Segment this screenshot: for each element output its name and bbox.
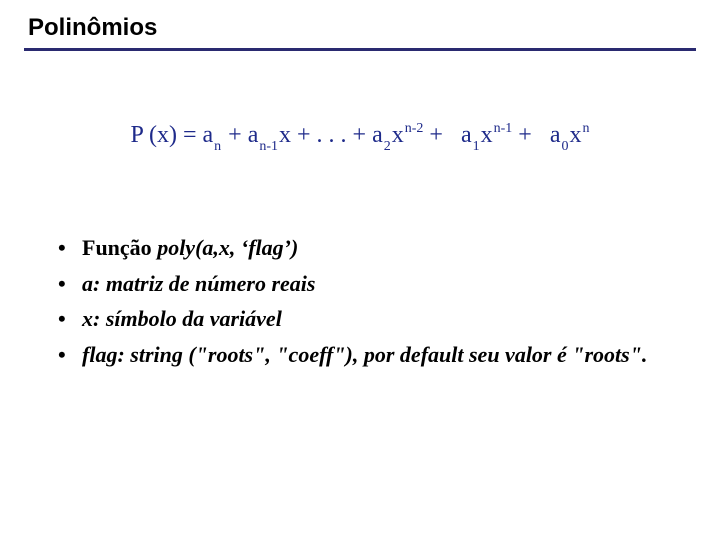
slide: Polinômios P (x) = an + an-1x + . . . + …: [0, 0, 720, 540]
bullet-1-label: Função: [82, 235, 157, 260]
list-item: a: matriz de número reais: [58, 269, 696, 299]
list-item: Função poly(a,x, ‘flag’): [58, 233, 696, 263]
term-a0: a0xn: [550, 123, 590, 147]
title-rule: [24, 48, 696, 51]
list-item: x: símbolo da variável: [58, 304, 696, 334]
list-item: flag: string ("roots", "coeff"), por def…: [58, 340, 696, 370]
term-a1: a1xn-1: [461, 123, 512, 147]
term-a2: a2xn-2: [372, 123, 423, 147]
formula-lhs: P (x) =: [131, 123, 197, 147]
bullet-1-rest: poly(a,x, ‘flag’): [157, 235, 298, 260]
term-an: an: [202, 123, 222, 147]
polynomial-formula: P (x) = an + an-1x + . . . + a2xn-2 + a1…: [131, 123, 590, 147]
bullet-list: Função poly(a,x, ‘flag’) a: matriz de nú…: [58, 233, 696, 370]
term-an1x: an-1x: [248, 123, 291, 147]
formula-container: P (x) = an + an-1x + . . . + a2xn-2 + a1…: [24, 123, 696, 147]
page-title: Polinômios: [28, 14, 696, 42]
